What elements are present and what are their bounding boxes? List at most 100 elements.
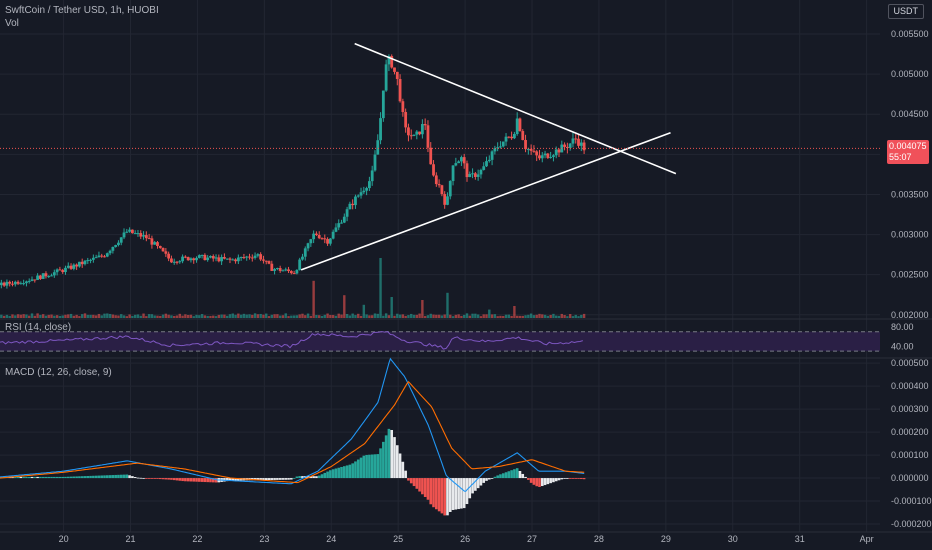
currency-badge[interactable]: USDT [887, 4, 924, 19]
macd-histogram-bar [287, 478, 290, 480]
volume-bar [482, 314, 485, 318]
candle-body [72, 264, 76, 269]
macd-histogram-bar [524, 476, 527, 479]
candle-body [538, 155, 541, 159]
volume-bar [295, 315, 299, 318]
candle-body [526, 148, 530, 150]
volume-bar [499, 315, 502, 318]
volume-bar [147, 314, 151, 318]
macd-histogram-bar [178, 478, 182, 481]
macd-histogram-bar [203, 478, 207, 483]
macd-histogram-bar [577, 478, 580, 479]
x-tick-label: 29 [661, 534, 671, 544]
candle-body [563, 144, 566, 147]
macd-histogram-bar [543, 478, 547, 486]
candle-body [114, 245, 118, 247]
volume-bar [251, 314, 254, 318]
volume-bar [334, 315, 338, 318]
candle-body [94, 257, 98, 259]
candle-body [510, 136, 514, 139]
candle-body [476, 174, 480, 177]
volume-bar [410, 313, 413, 318]
volume-bar [488, 309, 491, 318]
macd-histogram-bar [276, 478, 279, 480]
candle-body [242, 257, 246, 259]
volume-bar [128, 314, 131, 318]
x-tick-label: 31 [795, 534, 805, 544]
macd-histogram-bar [362, 455, 366, 479]
volume-bar [560, 313, 563, 318]
candle-body [462, 157, 466, 164]
volume-bar [312, 280, 315, 318]
candle-body [41, 273, 45, 279]
candle-body [38, 275, 42, 279]
macd-histogram-bar [131, 476, 134, 479]
volume-bar [532, 315, 536, 318]
volume-bar [541, 314, 544, 318]
macd-histogram-bar [521, 473, 525, 479]
macd-histogram-bar [356, 459, 360, 479]
candle-body [440, 185, 444, 195]
volume-bar [549, 314, 552, 318]
x-tick-label: 20 [59, 534, 69, 544]
macd-histogram-bar [181, 478, 184, 482]
macd-histogram-bar [259, 478, 262, 481]
candle-body [401, 101, 405, 113]
macd-tick-label: -0.000200 [891, 519, 932, 529]
candle-body [214, 257, 218, 259]
candle-body [337, 223, 341, 228]
price-tag-countdown: 55:07 [889, 152, 912, 162]
volume-bar [36, 313, 39, 318]
volume-bar [404, 315, 407, 318]
candle-body [387, 56, 391, 65]
volume-bar [186, 314, 190, 318]
volume-bar [384, 313, 388, 318]
macd-tick-label: -0.000100 [891, 496, 932, 506]
volume-bar [290, 315, 293, 318]
volume-bar [490, 314, 494, 318]
candle-body [44, 273, 48, 277]
volume-bar [125, 316, 129, 318]
volume-bar [108, 313, 112, 318]
volume-bar [270, 314, 274, 318]
macd-histogram-bar [211, 478, 215, 483]
candle-body [236, 257, 240, 262]
macd-histogram-bar [16, 476, 20, 479]
macd-histogram-bar [373, 454, 377, 479]
macd-histogram-bar [30, 476, 34, 479]
candle-body [105, 253, 109, 257]
volume-bar [460, 315, 463, 318]
candle-body [161, 247, 165, 252]
candle-body [234, 259, 237, 262]
candle-body [312, 233, 316, 240]
volume-bar [507, 314, 511, 318]
candle-body [103, 256, 106, 258]
volume-bar [239, 314, 243, 318]
macd-histogram-bar [462, 478, 466, 509]
candle-body [298, 259, 302, 270]
volume-bar [298, 314, 301, 318]
volume-bar [465, 313, 469, 318]
macd-histogram-bar [471, 478, 474, 494]
macd-histogram-bar [496, 475, 499, 479]
macd-histogram-bar [136, 477, 140, 479]
volume-bar [449, 314, 452, 318]
macd-histogram-bar [552, 478, 555, 483]
macd-histogram-bar [317, 475, 321, 479]
volume-bar [86, 314, 89, 318]
candle-body [2, 282, 6, 286]
volume-bar [451, 316, 455, 318]
candle-body [381, 90, 385, 119]
volume-bar [278, 315, 282, 318]
volume-bar [354, 315, 357, 318]
macd-histogram-bar [404, 470, 407, 479]
macd-histogram-bar [393, 437, 396, 479]
candle-body [186, 257, 190, 261]
macd-histogram-bar [75, 476, 78, 479]
candle-body [181, 256, 184, 262]
candle-body [309, 239, 313, 244]
candle-body [50, 275, 53, 277]
volume-bar [412, 314, 416, 318]
volume-bar [189, 314, 193, 318]
